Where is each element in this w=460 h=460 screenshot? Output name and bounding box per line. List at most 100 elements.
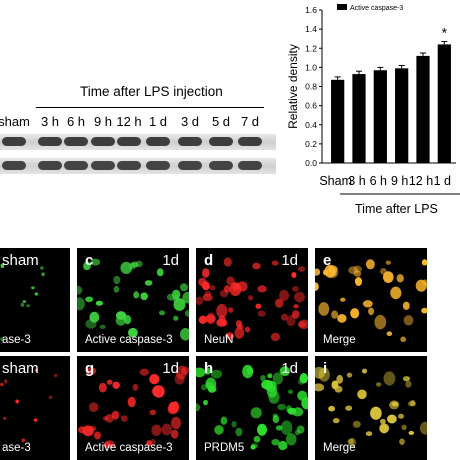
cell-blob (422, 279, 427, 286)
cell-blob (102, 416, 109, 421)
cell-blob (90, 258, 101, 266)
cell-blob (402, 301, 410, 310)
blot-band (209, 161, 233, 170)
cell-blob (266, 385, 278, 398)
cell-blob (293, 304, 299, 309)
cell-blob (196, 403, 201, 412)
blot-band (38, 161, 62, 170)
blot-band (2, 137, 26, 146)
micrograph-panel: d 1d NeuN (196, 248, 308, 352)
panel-timepoint: 1d (162, 360, 179, 377)
cell-blob (332, 418, 340, 424)
cell-blob (376, 382, 382, 387)
blot-title: Time after LPS injection (80, 84, 223, 99)
cell-blob (250, 407, 262, 419)
cell-blob (105, 413, 114, 423)
cell-blob (285, 433, 297, 446)
cell-blob (362, 300, 373, 308)
cell-blob (252, 262, 261, 270)
cell-blob (294, 291, 305, 303)
cell-blob (274, 298, 284, 308)
cell-blob (202, 293, 213, 302)
cell-blob (77, 285, 83, 295)
cell-blob (88, 426, 97, 432)
cell-blob (173, 298, 186, 311)
cell-blob (286, 315, 296, 327)
blot-band (178, 137, 202, 146)
blot-band (178, 161, 202, 170)
blot-band (117, 161, 141, 170)
cell-blob (383, 371, 396, 386)
cell-blob (257, 423, 267, 436)
cell-blob (40, 266, 44, 270)
cell-blob (127, 396, 136, 408)
significance-star: * (442, 25, 448, 41)
lane-label: 3 d (180, 114, 200, 129)
cell-blob (368, 307, 375, 316)
cell-blob (204, 367, 211, 375)
cell-blob (235, 320, 242, 328)
bar (416, 55, 430, 163)
y-tick-label: 0.2 (305, 139, 317, 149)
y-tick-label: 0.6 (305, 101, 317, 111)
y-tick-label: 1.2 (305, 43, 317, 53)
cell-blob (22, 300, 27, 303)
cell-blob (88, 402, 99, 412)
cell-blob (113, 275, 121, 285)
cell-blob (257, 285, 267, 293)
blot-band (146, 161, 170, 170)
cell-blob (34, 368, 39, 372)
cell-blob (85, 367, 97, 375)
x-tick-label: 12 h (409, 174, 433, 188)
micrograph-panel: g 1d Active caspase-3 (77, 356, 189, 460)
cell-blob (380, 418, 386, 425)
panel-caption: NeuN (204, 334, 234, 346)
cell-blob (220, 416, 228, 425)
cell-blob (210, 369, 223, 379)
cell-blob (132, 383, 139, 391)
cell-blob (318, 367, 330, 382)
cell-blob (139, 368, 149, 376)
cell-blob (216, 303, 228, 319)
cell-blob (357, 389, 367, 400)
cell-blob (405, 380, 412, 388)
cell-blob (113, 285, 120, 293)
cell-blob (128, 327, 138, 338)
lane-label: 5 d (211, 114, 231, 129)
lane-label: sham (0, 114, 30, 129)
cell-blob (95, 300, 103, 306)
cell-blob (353, 270, 362, 277)
lane-label: 1 d (148, 114, 168, 129)
cell-blob (267, 373, 273, 379)
blot-band (91, 161, 115, 170)
blot-band (117, 137, 141, 146)
cell-blob (180, 283, 188, 292)
cell-blob (277, 403, 286, 411)
cell-blob (370, 406, 382, 420)
cell-blob (224, 332, 235, 340)
cell-blob (34, 292, 39, 296)
cell-blob (161, 423, 173, 436)
cell-blob (401, 424, 407, 431)
cell-blob (336, 374, 344, 384)
cell-blob (170, 429, 179, 439)
cell-blob (236, 281, 248, 292)
cell-blob (292, 310, 300, 319)
bar-chart: 0.0 0.2 0.4 0.6 0.8 1.0 1.2 1.4 1.6 Relative dens… (280, 0, 460, 230)
cell-blob (387, 414, 397, 424)
cell-blob (398, 413, 404, 419)
cell-blob (149, 409, 157, 416)
cell-blob (402, 376, 411, 382)
cell-blob (419, 421, 427, 435)
cell-blob (228, 307, 234, 313)
lane-label: 3 h (40, 114, 60, 129)
cell-blob (345, 405, 353, 411)
cell-signal (196, 364, 308, 451)
cell-blob (202, 268, 210, 278)
cell-blob (272, 413, 278, 419)
x-tick-label: 6 h (370, 174, 387, 188)
cell-blob (296, 425, 305, 434)
panel-timepoint: 1d (162, 252, 179, 269)
cell-blob (324, 264, 336, 278)
cell-blob (270, 332, 280, 342)
